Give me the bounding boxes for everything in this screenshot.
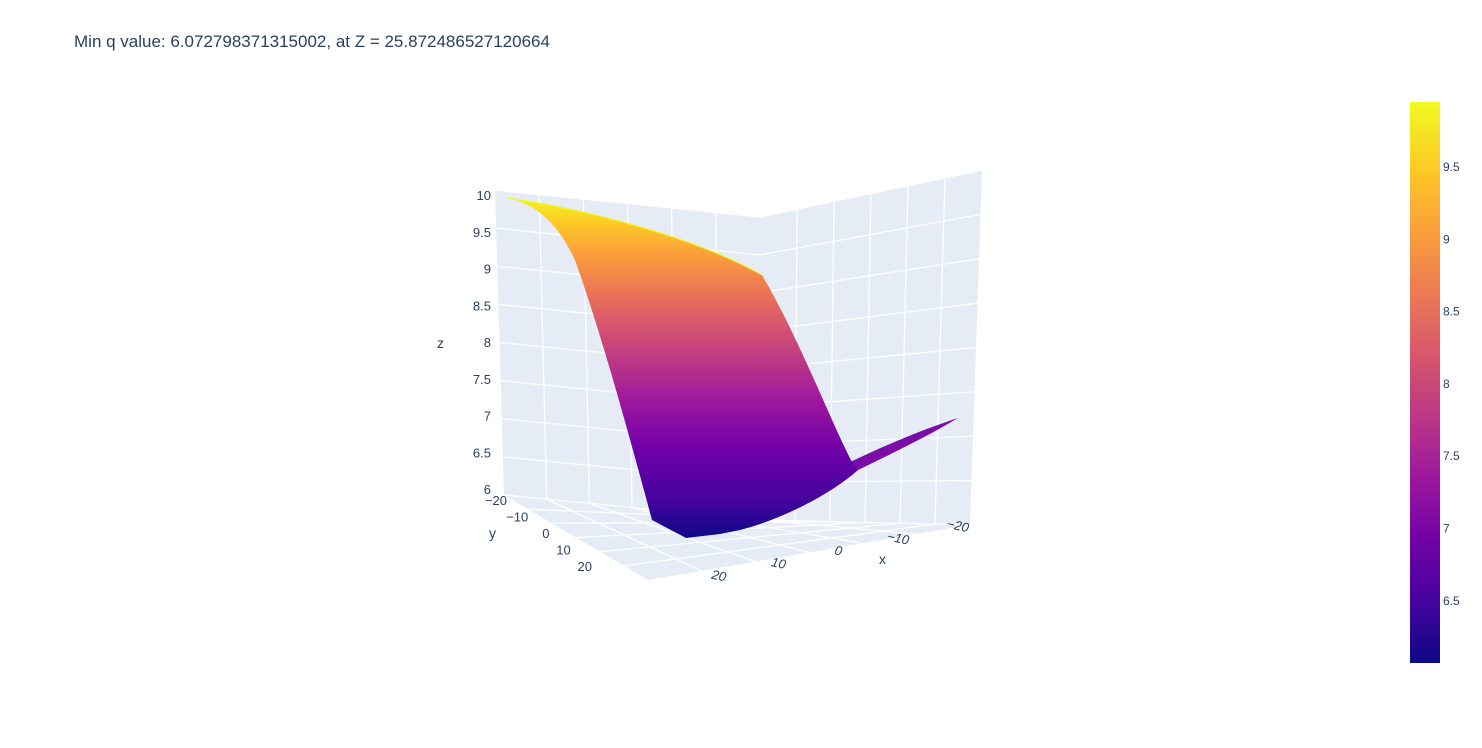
surface-top-edge [507, 197, 763, 276]
y-tick-labels: −20 −10 0 10 20 [485, 493, 592, 574]
colorbar-gradient [1410, 102, 1440, 663]
y-tick-label: −10 [506, 510, 528, 525]
z-tick-label: 8 [484, 335, 491, 350]
x-axis-label: x [879, 551, 886, 567]
colorbar-tick-label: 9.5 [1443, 160, 1460, 174]
y-tick-label: 0 [542, 526, 549, 541]
y-tick-label: 20 [578, 559, 592, 574]
x-tick-label: 10 [770, 554, 788, 572]
z-axis-label: z [437, 335, 444, 351]
y-tick-label: 10 [556, 543, 570, 558]
y-wall-gridline [538, 194, 548, 500]
z-tick-label: 6.5 [473, 445, 491, 460]
chart-title: Min q value: 6.072798371315002, at Z = 2… [74, 32, 550, 51]
z-tick-label: 7.5 [473, 372, 491, 387]
z-tick-labels: 6 6.5 7 7.5 8 8.5 9 9.5 10 [473, 188, 491, 497]
z-tick-label: 9 [484, 262, 491, 277]
colorbar-tick-label: 8 [1443, 377, 1450, 391]
colorbar-tick-label: 6.5 [1443, 594, 1460, 608]
y-axis-label: y [489, 525, 496, 541]
z-tick-label: 6 [484, 482, 491, 497]
x-wall-gridline [864, 193, 872, 523]
x-tick-label: −20 [946, 516, 971, 535]
y-tick-label: −20 [485, 493, 507, 508]
x-tick-label: 20 [709, 567, 728, 585]
x-tick-labels: −20 −10 0 10 20 [709, 516, 971, 585]
surface [507, 197, 958, 538]
x-tick-label: 0 [833, 543, 844, 559]
z-tick-label: 8.5 [473, 298, 491, 313]
x-tick-label: −10 [886, 528, 911, 547]
colorbar-tick-labels: 6.5 7 7.5 8 8.5 9 9.5 [1443, 160, 1460, 608]
x-wall-gridline [899, 185, 909, 524]
colorbar: 6.5 7 7.5 8 8.5 9 9.5 [1410, 102, 1460, 663]
surface-far-patch [848, 418, 958, 470]
colorbar-tick-label: 8.5 [1443, 305, 1460, 319]
surface-main [508, 198, 858, 538]
z-tick-label: 7 [484, 409, 491, 424]
colorbar-tick-label: 9 [1443, 232, 1450, 246]
x-wall-gridline [934, 177, 946, 525]
colorbar-tick-label: 7 [1443, 522, 1450, 536]
floor-gridline [623, 523, 936, 567]
z-tick-label: 9.5 [473, 225, 491, 240]
pane-floor [504, 495, 970, 580]
colorbar-tick-label: 7.5 [1443, 449, 1460, 463]
z-tick-label: 10 [477, 188, 491, 203]
